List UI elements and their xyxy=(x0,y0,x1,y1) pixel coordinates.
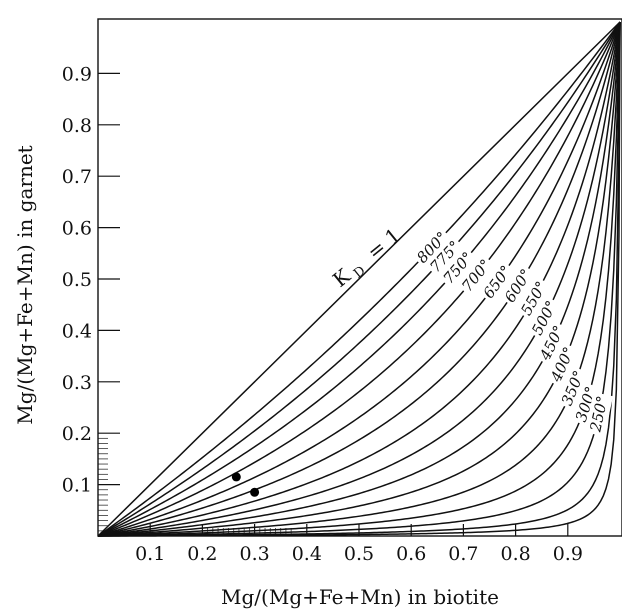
isotherm-label-backing xyxy=(437,246,479,290)
isotherm-label-backing xyxy=(498,263,538,308)
axis-ticks xyxy=(98,72,569,536)
x-tick-label: 0.1 xyxy=(135,543,165,565)
y-tick-label: 0.2 xyxy=(62,423,92,445)
isotherm-curve xyxy=(97,21,621,537)
isotherm-label-backing xyxy=(477,259,518,305)
y-tick-label: 0.7 xyxy=(62,166,92,188)
y-tick-label: 0.4 xyxy=(62,320,92,342)
y-tick-label: 0.6 xyxy=(62,218,92,240)
isotherm-label-backing xyxy=(456,253,497,298)
x-tick-label: 0.4 xyxy=(292,543,322,565)
x-tick-label: 0.2 xyxy=(187,543,217,565)
x-tick-label: 0.9 xyxy=(553,543,583,565)
isotherm-curve xyxy=(97,21,621,537)
isotherm-curve xyxy=(97,21,621,537)
isotherm-curve xyxy=(97,21,621,537)
isotherm-label-backing xyxy=(533,320,570,367)
isotherm-label-backing xyxy=(556,365,590,411)
sample-point xyxy=(250,487,260,497)
y-tick-label: 0.1 xyxy=(62,475,92,497)
x-tick-label: 0.7 xyxy=(448,543,478,565)
isotherm-curve xyxy=(97,21,621,537)
x-tick-label: 0.3 xyxy=(239,543,269,565)
sample-point xyxy=(231,472,241,482)
plot-frame xyxy=(97,18,622,537)
y-tick-label: 0.5 xyxy=(62,269,92,291)
y-tick-label: 0.8 xyxy=(62,115,92,137)
isotherm-label-backing xyxy=(584,392,614,437)
y-tick-label: 0.3 xyxy=(62,372,92,394)
isotherm-label-backing xyxy=(526,295,563,341)
isotherm-curve xyxy=(97,21,621,537)
y-tick-label: 0.9 xyxy=(62,63,92,85)
isotherm-curve xyxy=(97,21,621,537)
y-axis-title: Mg/(Mg+Fe+Mn) in garnet xyxy=(13,145,37,424)
isotherm-curve xyxy=(97,21,621,537)
kd-equals-one-line xyxy=(97,21,621,537)
isotherm-curve xyxy=(97,21,621,537)
x-tick-label: 0.8 xyxy=(500,543,530,565)
tick-labels: 0.1 0.2 0.3 0.4 0.5 0.6 0.7 0.8 0.9 0.1 0.2 0.3 0.4 0… xyxy=(62,63,583,565)
isotherm-label-backing xyxy=(411,225,454,269)
x-tick-label: 0.5 xyxy=(344,543,374,565)
isotherm-label-backing xyxy=(544,341,580,388)
isotherm-curve xyxy=(97,21,621,537)
isotherm-labels: 800°775°750°700°650°600°550°500°450°400°… xyxy=(411,225,614,437)
isotherm-curve xyxy=(97,21,621,537)
isotherm-label-backing xyxy=(424,235,467,279)
isotherm-label-backing xyxy=(515,275,553,321)
x-axis-title: Mg/(Mg+Fe+Mn) in biotite xyxy=(221,585,499,609)
x-tick-label: 0.6 xyxy=(396,543,426,565)
sample-points xyxy=(231,472,260,497)
